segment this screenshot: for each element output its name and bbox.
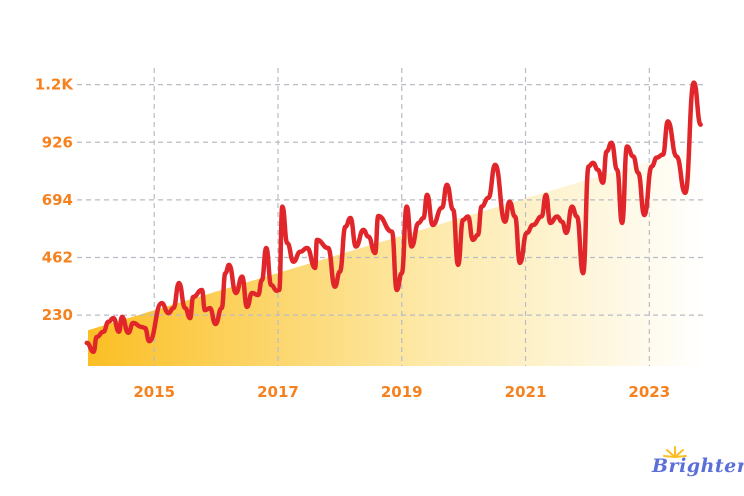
y-tick-label: 926 <box>42 133 73 151</box>
x-tick-label: 2019 <box>381 383 423 401</box>
y-tick-label: 694 <box>42 191 73 209</box>
x-tick-label: 2017 <box>257 383 299 401</box>
logo-text: Brighterly <box>652 455 744 477</box>
x-tick-label: 2015 <box>133 383 175 401</box>
x-tick-label: 2023 <box>628 383 670 401</box>
y-tick-label: 230 <box>42 306 73 324</box>
series-line <box>84 80 703 355</box>
x-tick-label: 2021 <box>505 383 547 401</box>
y-tick-label: 462 <box>42 248 73 266</box>
trend-area <box>88 145 705 366</box>
brighterly-logo: Brighterly <box>652 446 744 477</box>
sun-icon <box>663 446 687 458</box>
y-tick-label: 1.2K <box>35 76 75 94</box>
